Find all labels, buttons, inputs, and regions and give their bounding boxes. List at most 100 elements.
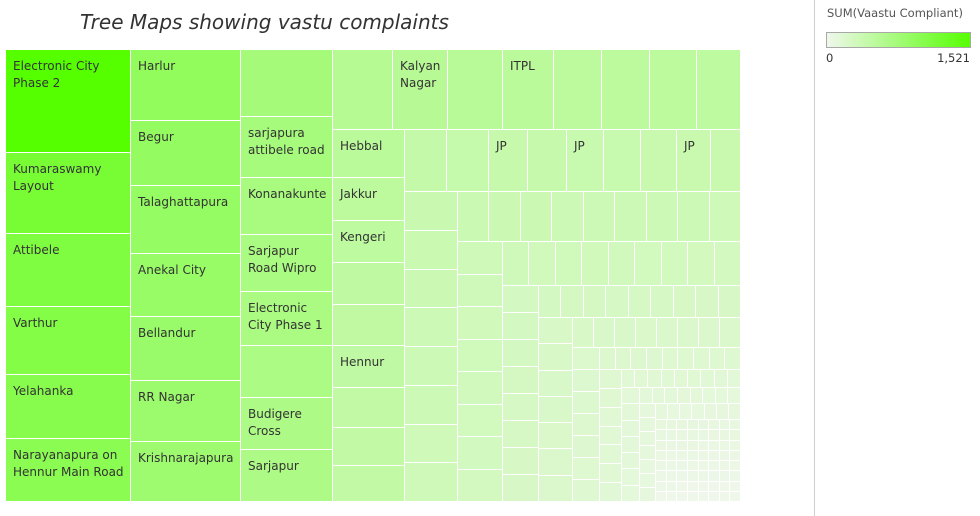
treemap-cell-unlabeled[interactable]: [677, 481, 688, 492]
treemap-cell-unlabeled[interactable]: [503, 367, 539, 394]
treemap-cell-unlabeled[interactable]: [405, 130, 447, 192]
treemap-cell-unlabeled[interactable]: [716, 404, 729, 420]
treemap-cell-unlabeled[interactable]: [714, 242, 741, 286]
treemap-cell-unlabeled[interactable]: [703, 388, 716, 404]
treemap-cell-unlabeled[interactable]: [661, 370, 675, 388]
treemap-cell-unlabeled[interactable]: [405, 347, 458, 386]
treemap-cell-kumaraswamy-layout[interactable]: Kumaraswamy Layout: [6, 153, 131, 234]
treemap-cell-rr-nagar[interactable]: RR Nagar: [131, 381, 241, 442]
treemap-cell-unlabeled[interactable]: [458, 469, 503, 502]
treemap-cell-unlabeled[interactable]: [678, 318, 699, 348]
treemap-cell-unlabeled[interactable]: [677, 461, 688, 472]
treemap-cell-kalyan-nagar[interactable]: Kalyan Nagar: [393, 50, 448, 130]
treemap-cell-unlabeled[interactable]: [719, 491, 731, 502]
treemap-cell-unlabeled[interactable]: [573, 414, 600, 436]
treemap-cell-unlabeled[interactable]: [656, 471, 667, 482]
treemap-cell-unlabeled[interactable]: [561, 286, 584, 318]
treemap-cell-unlabeled[interactable]: [688, 370, 702, 388]
treemap-cell-unlabeled[interactable]: [711, 130, 741, 192]
treemap-cell-unlabeled[interactable]: [640, 474, 656, 488]
treemap-cell-unlabeled[interactable]: [698, 440, 710, 451]
treemap-cell-unlabeled[interactable]: [405, 192, 458, 231]
treemap-cell-unlabeled[interactable]: [573, 458, 600, 480]
treemap-cell-unlabeled[interactable]: [656, 420, 667, 431]
treemap-cell-unlabeled[interactable]: [458, 404, 503, 437]
treemap-cell-jp[interactable]: JP: [567, 130, 604, 192]
treemap-cell-unlabeled[interactable]: [600, 464, 622, 484]
treemap-cell-unlabeled[interactable]: [539, 475, 573, 502]
treemap-cell-unlabeled[interactable]: [405, 385, 458, 425]
treemap-cell-unlabeled[interactable]: [622, 469, 640, 486]
treemap-cell-unlabeled[interactable]: [604, 130, 641, 192]
treemap-cell-unlabeled[interactable]: [698, 491, 710, 502]
treemap-cell-unlabeled[interactable]: [677, 420, 688, 431]
treemap-cell-unlabeled[interactable]: [688, 242, 715, 286]
treemap-cell-unlabeled[interactable]: [405, 230, 458, 270]
treemap-cell-unlabeled[interactable]: [333, 428, 405, 466]
treemap-cell-sarjapur[interactable]: Sarjapur: [241, 450, 333, 502]
treemap-cell-unlabeled[interactable]: [704, 404, 717, 420]
treemap-cell-unlabeled[interactable]: [615, 318, 636, 348]
treemap-cell-unlabeled[interactable]: [241, 346, 333, 398]
treemap-cell-unlabeled[interactable]: [697, 50, 741, 130]
treemap-cell-unlabeled[interactable]: [698, 481, 710, 492]
treemap-cell-unlabeled[interactable]: [719, 430, 731, 441]
treemap-cell-unlabeled[interactable]: [709, 491, 720, 502]
treemap-cell-unlabeled[interactable]: [641, 130, 677, 192]
treemap-cell-unlabeled[interactable]: [631, 348, 647, 370]
treemap-cell-unlabeled[interactable]: [696, 286, 719, 318]
treemap-cell-unlabeled[interactable]: [666, 471, 678, 482]
treemap-cell-unlabeled[interactable]: [698, 461, 710, 472]
treemap-cell-unlabeled[interactable]: [687, 430, 699, 441]
treemap-cell-jp[interactable]: JP: [677, 130, 711, 192]
treemap-cell-unlabeled[interactable]: [600, 370, 622, 389]
treemap-cell-konanakunte[interactable]: Konanakunte: [241, 178, 333, 235]
treemap-cell-unlabeled[interactable]: [709, 192, 741, 242]
treemap-cell-unlabeled[interactable]: [677, 440, 688, 451]
treemap-cell-sarjapura-attibele-road[interactable]: sarjapura attibele road: [241, 117, 333, 178]
treemap-cell-unlabeled[interactable]: [622, 485, 640, 502]
treemap-cell-unlabeled[interactable]: [694, 348, 710, 370]
treemap-cell-unlabeled[interactable]: [503, 286, 539, 313]
treemap-cell-unlabeled[interactable]: [333, 50, 393, 130]
treemap-cell-unlabeled[interactable]: [718, 286, 741, 318]
treemap-cell-kengeri[interactable]: Kengeri: [333, 221, 405, 263]
treemap-cell-unlabeled[interactable]: [687, 471, 699, 482]
treemap-cell-bellandur[interactable]: Bellandur: [131, 317, 241, 381]
treemap-cell-unlabeled[interactable]: [698, 430, 710, 441]
treemap-cell-unlabeled[interactable]: [489, 192, 521, 242]
treemap-cell-unlabeled[interactable]: [647, 348, 663, 370]
treemap-cell-jakkur[interactable]: Jakkur: [333, 178, 405, 221]
treemap-cell-unlabeled[interactable]: [677, 450, 688, 461]
treemap-cell-unlabeled[interactable]: [673, 286, 697, 318]
treemap-cell-unlabeled[interactable]: [692, 404, 705, 420]
treemap-cell-unlabeled[interactable]: [405, 424, 458, 464]
treemap-cell-unlabeled[interactable]: [503, 475, 539, 502]
treemap-cell-unlabeled[interactable]: [539, 318, 573, 345]
treemap-cell-unlabeled[interactable]: [600, 426, 622, 446]
treemap-cell-unlabeled[interactable]: [666, 450, 678, 461]
treemap-cell-unlabeled[interactable]: [656, 481, 667, 492]
treemap-cell-unlabeled[interactable]: [615, 348, 632, 370]
treemap-cell-unlabeled[interactable]: [709, 450, 720, 461]
treemap-cell-unlabeled[interactable]: [622, 404, 640, 421]
treemap-cell-unlabeled[interactable]: [458, 242, 503, 275]
treemap-cell-unlabeled[interactable]: [656, 491, 667, 502]
treemap-cell-unlabeled[interactable]: [687, 491, 699, 502]
treemap-cell-unlabeled[interactable]: [678, 348, 694, 370]
treemap-cell-unlabeled[interactable]: [573, 318, 594, 348]
treemap-cell-unlabeled[interactable]: [698, 420, 710, 431]
treemap-cell-unlabeled[interactable]: [615, 192, 647, 242]
treemap-cell-unlabeled[interactable]: [573, 392, 600, 414]
treemap-cell-unlabeled[interactable]: [666, 440, 678, 451]
treemap-cell-unlabeled[interactable]: [719, 461, 731, 472]
treemap-cell-unlabeled[interactable]: [333, 305, 405, 346]
treemap-cell-sarjapur-road-wipro[interactable]: Sarjapur Road Wipro: [241, 235, 333, 292]
treemap-cell-unlabeled[interactable]: [687, 461, 699, 472]
treemap-cell-unlabeled[interactable]: [333, 388, 405, 428]
treemap-cell-unlabeled[interactable]: [555, 242, 583, 286]
treemap-cell-unlabeled[interactable]: [728, 388, 741, 404]
treemap-cell-unlabeled[interactable]: [448, 50, 503, 130]
treemap-cell-unlabeled[interactable]: [458, 339, 503, 372]
treemap-cell-unlabeled[interactable]: [583, 286, 607, 318]
